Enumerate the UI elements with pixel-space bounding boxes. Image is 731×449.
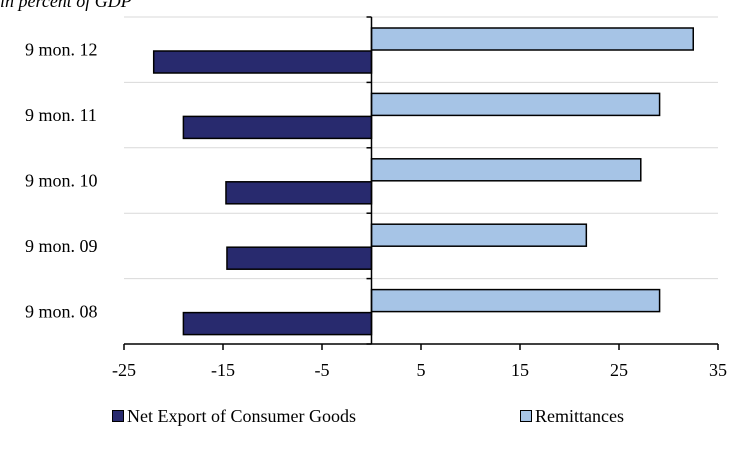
category-label: 9 mon. 10 (25, 171, 98, 191)
x-tick-label: -15 (211, 360, 235, 380)
x-tick-label: -5 (315, 360, 330, 380)
bar-remittances (370, 27, 694, 51)
bar-net-export (182, 311, 373, 336)
bar-net-export (225, 181, 373, 205)
legend-swatch-net-export (112, 410, 124, 422)
x-tick-label: -25 (112, 360, 136, 380)
legend-item-remittances: Remittances (520, 405, 624, 427)
bar-net-export (226, 246, 373, 270)
bar-remittances (370, 158, 642, 182)
bar-remittances (370, 92, 661, 117)
bar-remittances (370, 288, 661, 313)
x-tick-label: 15 (511, 360, 529, 380)
bar-net-export (182, 115, 373, 140)
chart-subtitle: in percent of GDP (0, 0, 132, 11)
x-tick-label: 35 (709, 360, 727, 380)
category-label: 9 mon. 11 (25, 105, 97, 125)
legend-swatch-remittances (520, 410, 532, 422)
category-label: 9 mon. 09 (25, 236, 98, 256)
legend-label-remittances: Remittances (535, 405, 624, 426)
x-tick-label: 25 (610, 360, 628, 380)
bar-net-export (152, 50, 373, 74)
category-label: 9 mon. 08 (25, 301, 98, 321)
bar-remittances (370, 223, 588, 247)
x-tick-label: 5 (417, 360, 426, 380)
category-label: 9 mon. 12 (25, 40, 98, 60)
legend-item-net-export: Net Export of Consumer Goods (112, 405, 356, 427)
legend-label-net-export: Net Export of Consumer Goods (127, 405, 356, 426)
